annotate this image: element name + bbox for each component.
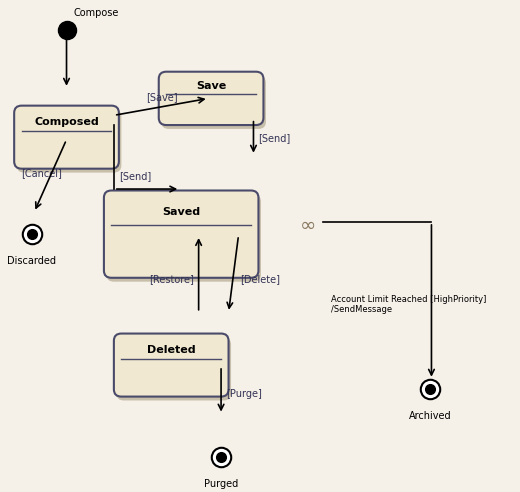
Text: Discarded: Discarded xyxy=(7,256,56,266)
Text: [Cancel]: [Cancel] xyxy=(21,169,61,179)
FancyBboxPatch shape xyxy=(107,194,261,281)
Text: Purged: Purged xyxy=(204,479,238,489)
Text: Archived: Archived xyxy=(409,411,452,421)
Text: Composed: Composed xyxy=(34,117,99,127)
Text: Compose: Compose xyxy=(74,8,120,18)
Text: [Send]: [Send] xyxy=(258,133,291,143)
FancyBboxPatch shape xyxy=(104,190,258,278)
Text: Save: Save xyxy=(196,81,226,92)
FancyBboxPatch shape xyxy=(159,72,264,125)
Text: Account Limit Reached [HighPriority]
/SendMessage: Account Limit Reached [HighPriority] /Se… xyxy=(331,295,486,314)
Text: [Purge]: [Purge] xyxy=(226,389,262,399)
Text: [Restore]: [Restore] xyxy=(149,274,193,284)
FancyBboxPatch shape xyxy=(116,338,231,400)
Text: Saved: Saved xyxy=(162,207,200,216)
Text: [Delete]: [Delete] xyxy=(240,274,280,284)
FancyBboxPatch shape xyxy=(17,110,121,173)
Text: ∞: ∞ xyxy=(300,216,317,235)
FancyBboxPatch shape xyxy=(114,334,229,397)
FancyBboxPatch shape xyxy=(161,76,266,129)
Text: Deleted: Deleted xyxy=(147,345,196,355)
Text: [Save]: [Save] xyxy=(146,92,178,102)
Text: [Send]: [Send] xyxy=(119,171,151,181)
FancyBboxPatch shape xyxy=(14,106,119,169)
